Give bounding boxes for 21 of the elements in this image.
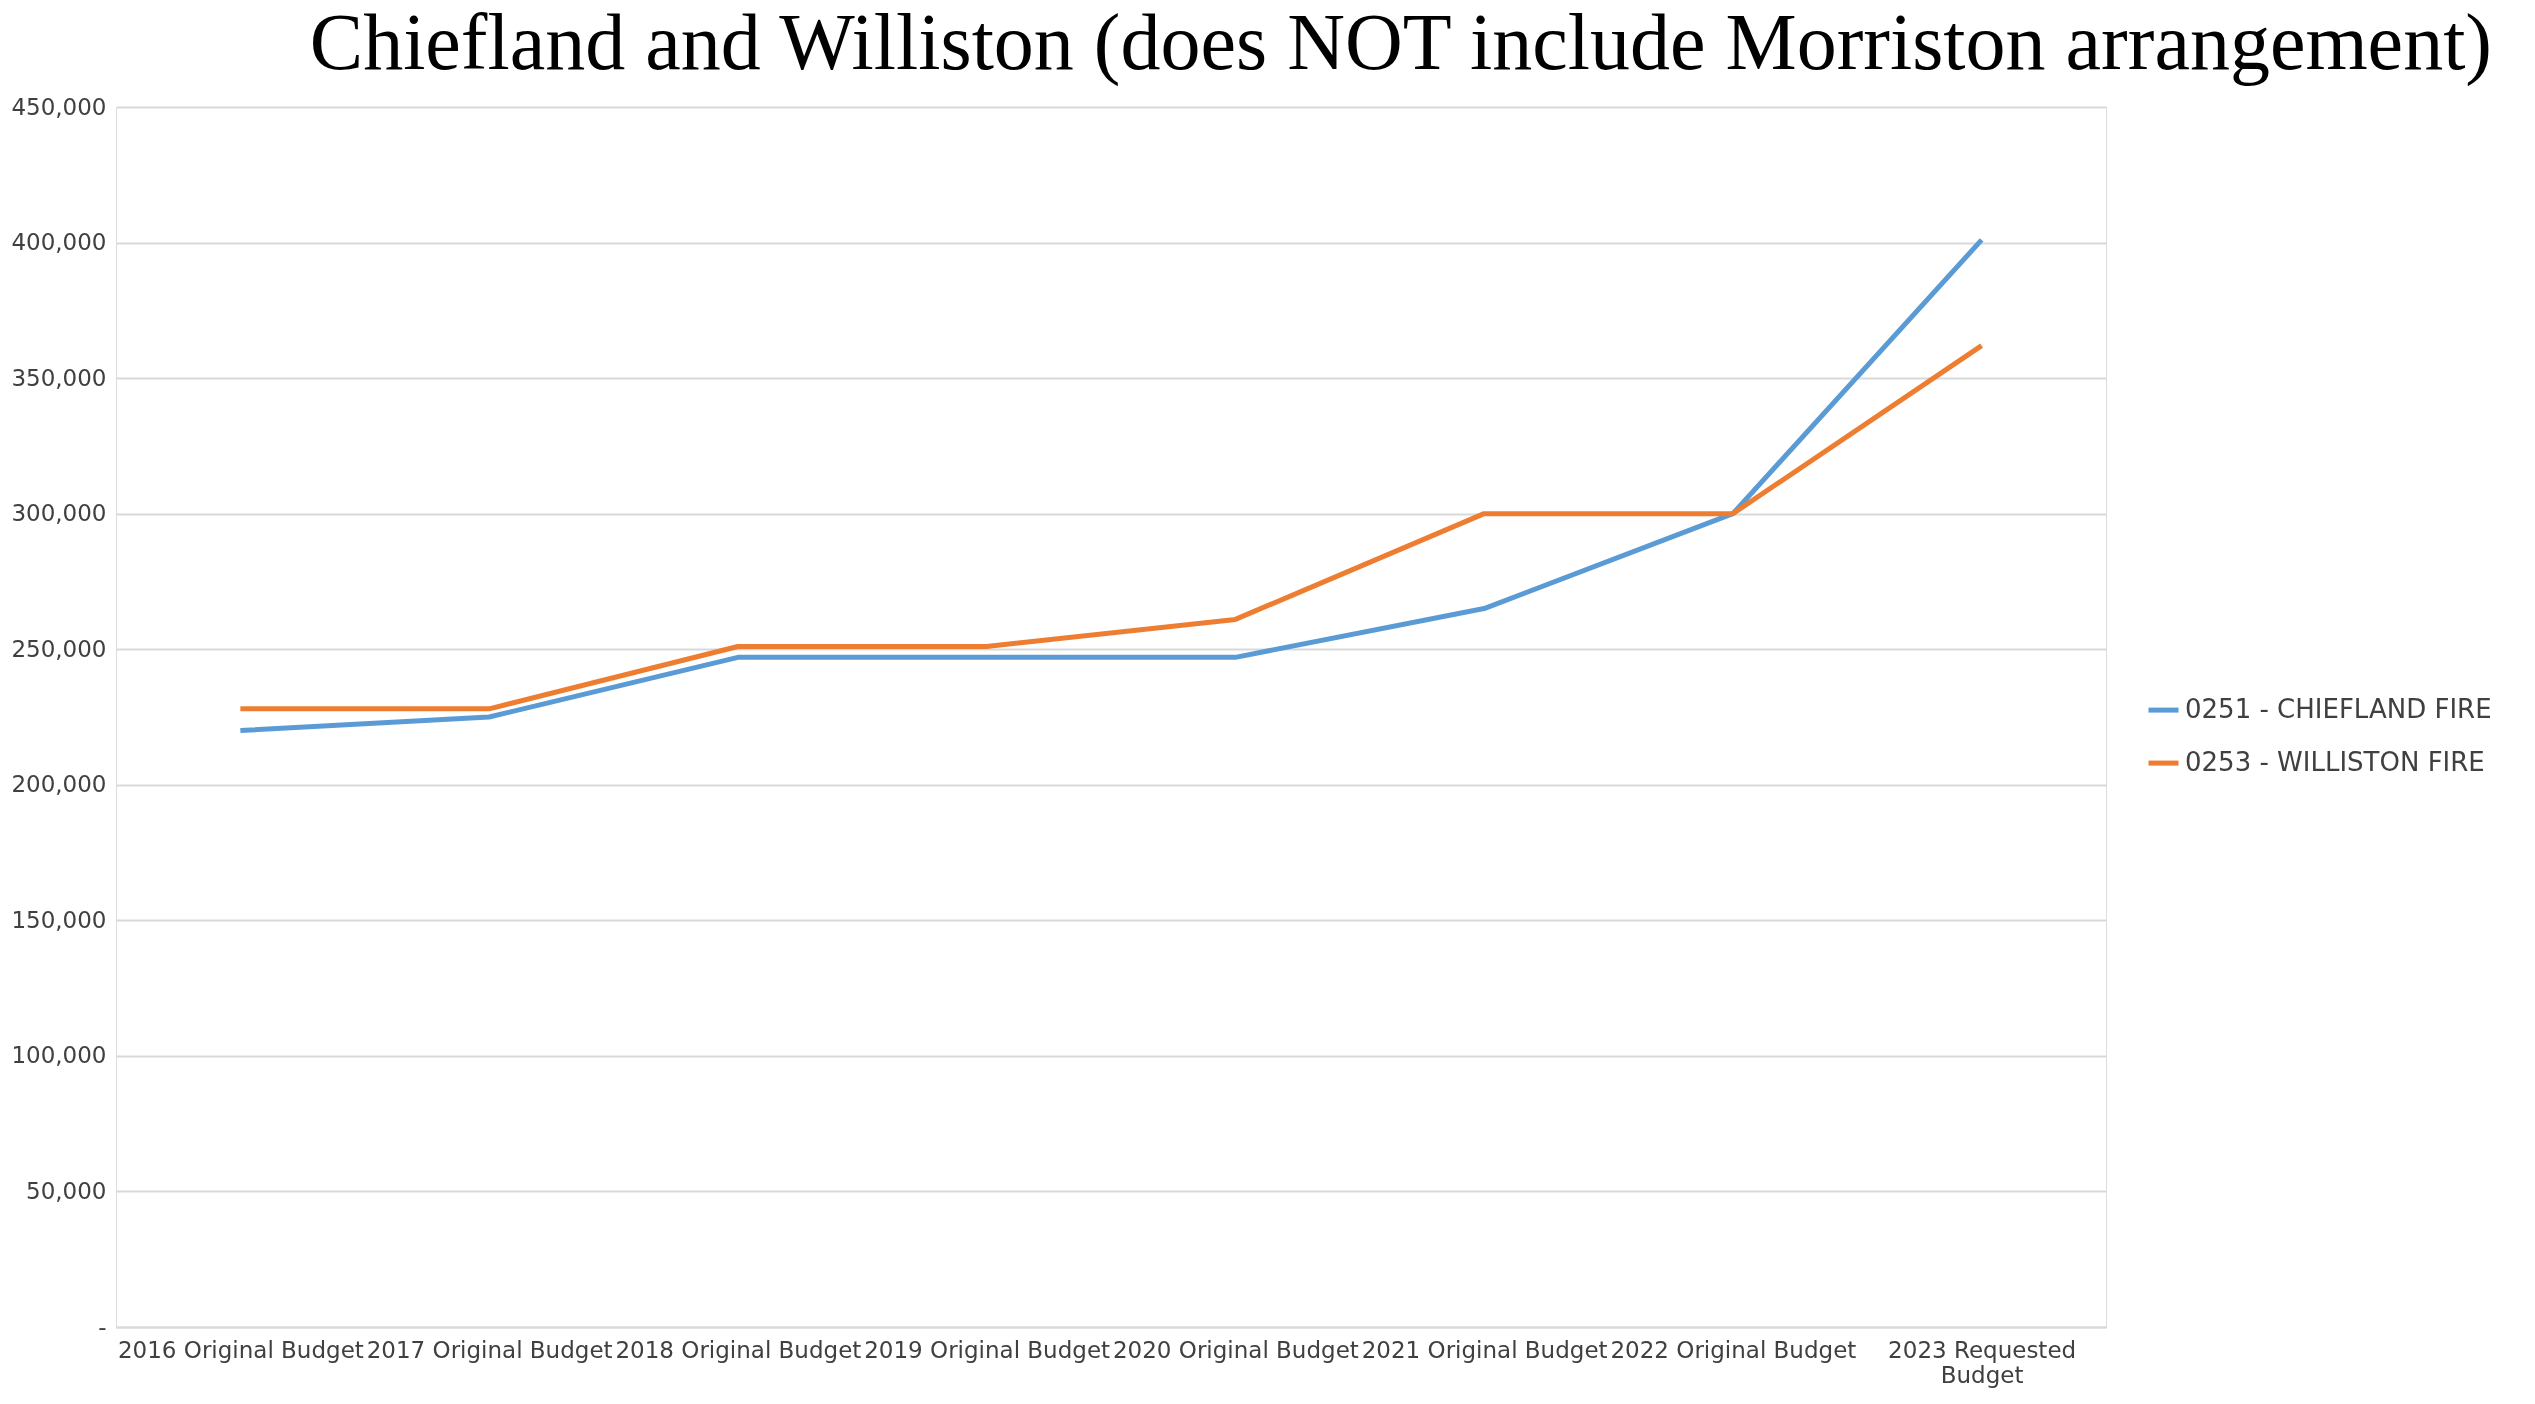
y-tick-label: 350,000 [11, 364, 107, 391]
chart-title: Chiefland and Williston (does NOT include Morriston arrangement) [309, 0, 2492, 87]
legend-label: 0251 - CHIEFLAND FIRE [2185, 694, 2492, 725]
y-tick-label: - [98, 1313, 107, 1340]
y-tick-label: 100,000 [11, 1042, 107, 1069]
x-tick-label: 2021 Original Budget [1361, 1336, 1608, 1363]
x-tick-label: 2023 Requested Budget [1888, 1336, 2077, 1388]
legend-label: 0253 - WILLISTON FIRE [2185, 747, 2485, 778]
x-tick-label: 2016 Original Budget [117, 1336, 364, 1363]
x-tick-label: 2022 Original Budget [1610, 1336, 1857, 1363]
y-tick-label: 250,000 [11, 635, 107, 662]
x-tick-label: 2017 Original Budget [366, 1336, 613, 1363]
y-tick-label: 400,000 [11, 229, 107, 256]
y-tick-label: 50,000 [26, 1177, 107, 1204]
y-tick-label: 450,000 [11, 93, 107, 120]
y-tick-label: 150,000 [11, 906, 107, 933]
y-tick-label: 200,000 [11, 771, 107, 798]
y-tick-label: 300,000 [11, 500, 107, 527]
x-tick-label: 2020 Original Budget [1112, 1336, 1359, 1363]
x-tick-label: 2019 Original Budget [864, 1336, 1111, 1363]
x-tick-label: 2018 Original Budget [615, 1336, 862, 1363]
